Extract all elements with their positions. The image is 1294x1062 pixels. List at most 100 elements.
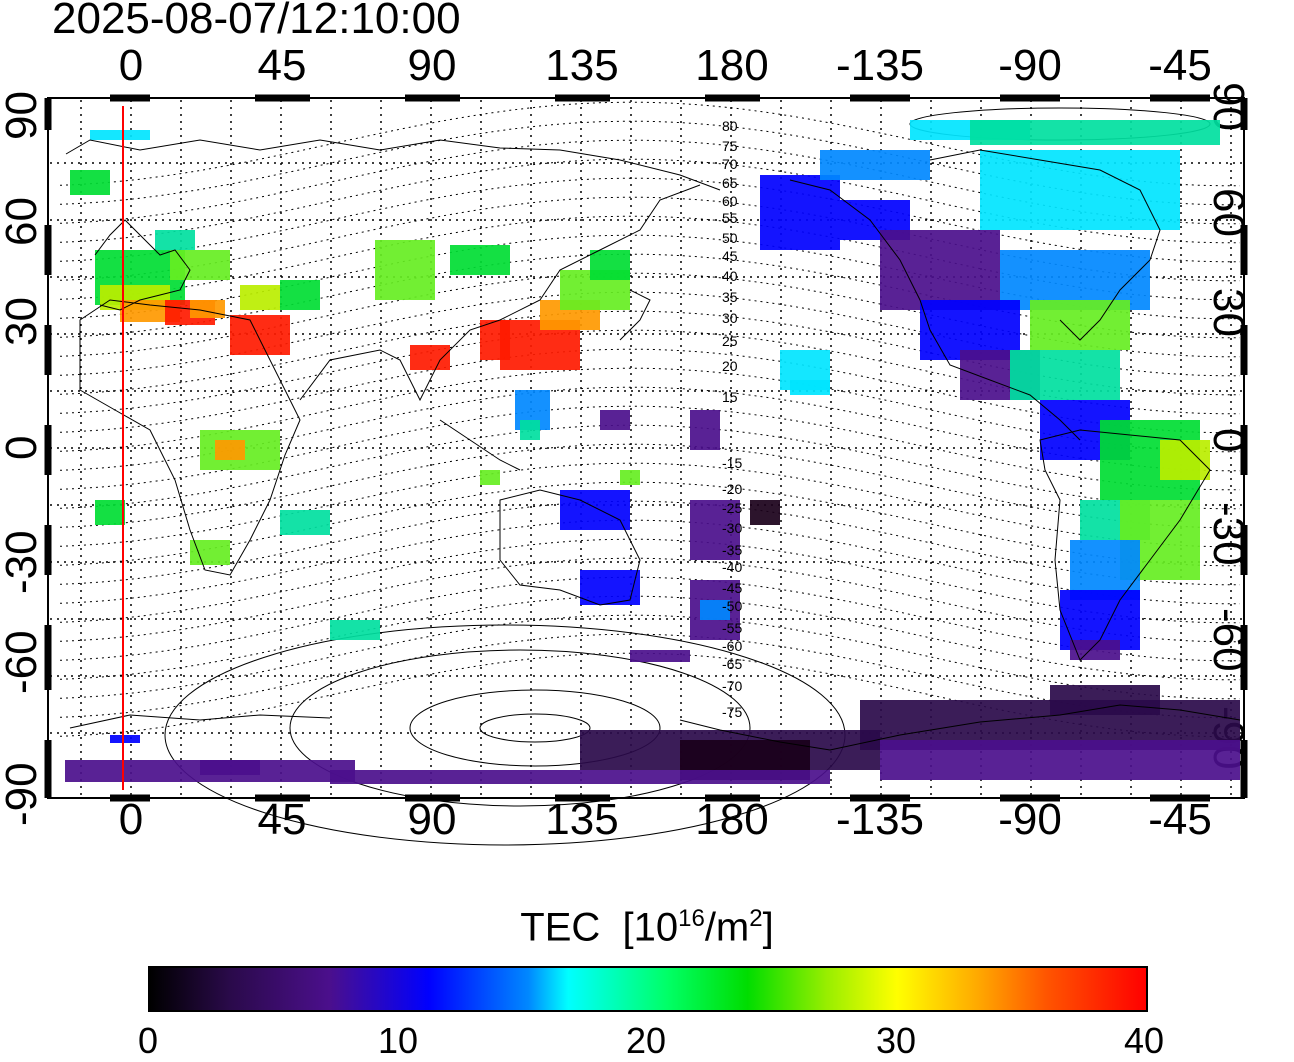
mlat-label: -25 (722, 500, 742, 516)
tec-patch (1070, 640, 1120, 660)
mlat-label: 65 (722, 175, 738, 191)
mlat-pole-contour (479, 713, 591, 743)
mlat-label: -55 (722, 620, 742, 636)
tec-patch (790, 380, 830, 395)
mlat-contour (59, 633, 1240, 719)
mlat-label: -75 (722, 704, 742, 720)
tec-patch (190, 300, 225, 318)
mlat-contour (59, 481, 1240, 567)
coastlines (65, 139, 1241, 751)
tec-patch (690, 500, 740, 560)
tec-patch (620, 470, 640, 485)
mlat-pole-contour (289, 649, 751, 807)
tec-patch (170, 250, 230, 280)
mlat-label: 55 (722, 210, 738, 226)
tec-patch (90, 130, 150, 140)
top-lon-tick: 45 (257, 41, 307, 90)
mlat-label: 25 (722, 333, 738, 349)
mlat-label: -50 (722, 598, 742, 614)
mlat-contour (59, 500, 1240, 586)
top-lon-tick: 0 (118, 41, 144, 90)
mlat-contour (59, 519, 1240, 605)
tec-patch (480, 470, 500, 485)
mlat-label: 45 (722, 248, 738, 264)
tec-patch (215, 440, 245, 460)
coastline (1039, 429, 1211, 661)
bottom-lon-tick: 90 (407, 795, 457, 844)
coastline (79, 299, 301, 576)
mlat-label: 80 (722, 118, 738, 134)
tec-patch (600, 410, 630, 430)
coastline (499, 489, 641, 606)
coastline (299, 184, 701, 402)
top-lon-tick: -45 (1148, 41, 1212, 90)
coastline (789, 179, 1081, 441)
mlat-label: 20 (722, 358, 738, 374)
coastline (929, 149, 1161, 341)
colorbar-title: TEC [1016/m2] (520, 905, 774, 950)
mlat-label: -40 (722, 559, 742, 575)
tec-patch (375, 240, 435, 300)
tec-patch (880, 740, 1240, 780)
tec-patch (190, 540, 230, 565)
tec-patch (1030, 300, 1130, 350)
mlat-label: 40 (722, 268, 738, 284)
tec-patch (70, 170, 110, 195)
tec-patch (760, 175, 840, 250)
bottom-lon-tick: -90 (998, 795, 1062, 844)
tec-data-patches (65, 120, 1240, 784)
bottom-lon-tick: 45 (257, 795, 307, 844)
coastline (439, 419, 521, 471)
colorbar-tick: 10 (377, 1020, 419, 1061)
tec-patch (630, 650, 690, 662)
mlat-label: -15 (722, 455, 742, 471)
colorbar (148, 966, 1148, 1012)
mlat-contour (59, 595, 1240, 681)
bottom-lon-tick: 0 (118, 795, 144, 844)
colorbar-tick: 30 (875, 1020, 917, 1061)
mlat-label: 30 (722, 310, 738, 326)
mlat-contour (59, 462, 1240, 548)
top-lon-tick: 90 (407, 41, 457, 90)
tec-patch (580, 570, 640, 605)
bottom-lon-tick: -45 (1148, 795, 1212, 844)
colorbar-tick: 0 (137, 1020, 159, 1061)
mlat-contour (59, 538, 1240, 624)
colorbar-tick: 40 (1123, 1020, 1165, 1061)
tec-patch (280, 280, 320, 310)
mlat-label: 60 (722, 193, 738, 209)
mlat-label: -35 (722, 542, 742, 558)
mlat-contour (59, 576, 1240, 662)
tec-patch (750, 500, 780, 525)
mlat-contour (59, 424, 1240, 510)
tec-patch (970, 120, 1220, 145)
tec-patch (480, 320, 510, 360)
top-lon-tick: -135 (835, 41, 925, 90)
mlat-pole-contour (409, 689, 661, 767)
tec-patch (1010, 350, 1120, 400)
mlat-label: -65 (722, 656, 742, 672)
bottom-lon-tick: 180 (695, 795, 769, 844)
coastline (619, 289, 651, 341)
mlat-label: 50 (722, 230, 738, 246)
tec-patch (880, 230, 1000, 310)
mlat-label: 75 (722, 138, 738, 154)
mlat-label: -70 (722, 678, 742, 694)
mlat-label: 70 (722, 156, 738, 172)
mlat-contour (59, 557, 1240, 643)
tec-patch (280, 510, 330, 535)
tec-patch (1050, 685, 1160, 715)
tec-patch (330, 770, 830, 784)
mlat-label: -30 (722, 520, 742, 536)
timestamp-title: 2025-08-07/12:10:00 (52, 0, 461, 43)
tec-patch (200, 760, 260, 775)
mlat-label: 35 (722, 289, 738, 305)
tec-patch (700, 600, 730, 620)
tec-patch (110, 735, 140, 743)
tec-patch (450, 245, 510, 275)
tec-patch (330, 620, 380, 640)
tec-patch (690, 410, 720, 450)
mlat-contour (59, 443, 1240, 529)
